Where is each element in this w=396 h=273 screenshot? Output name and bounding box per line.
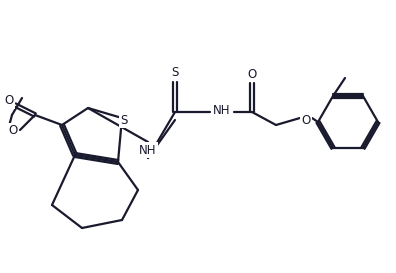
Text: O: O [4, 94, 13, 108]
Text: S: S [171, 67, 179, 79]
Text: NH: NH [139, 144, 157, 156]
Text: NH: NH [213, 103, 231, 117]
Text: S: S [120, 114, 128, 126]
Text: O: O [248, 67, 257, 81]
Text: O: O [8, 124, 18, 138]
Text: O: O [301, 114, 310, 127]
